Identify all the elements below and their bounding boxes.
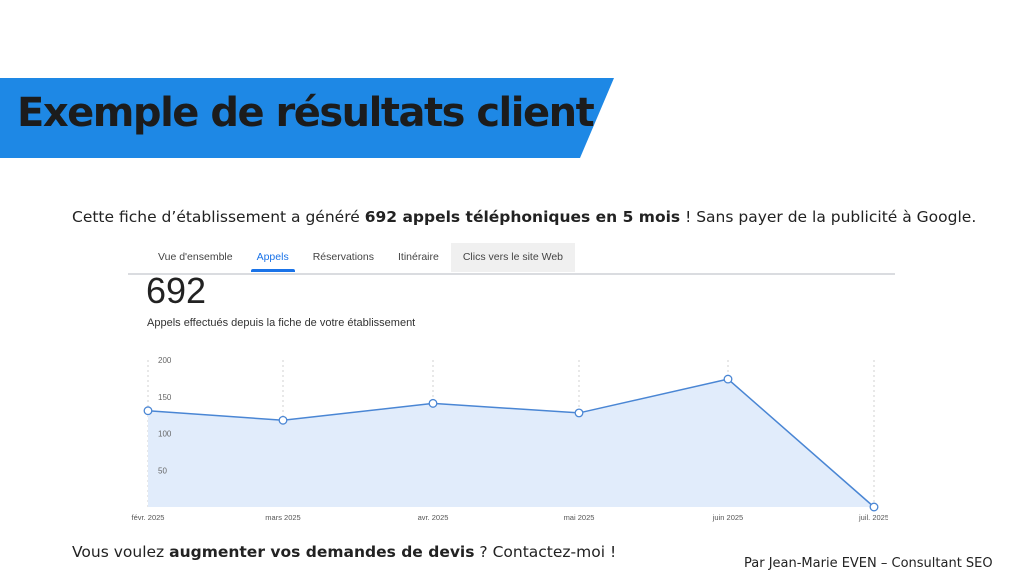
data-point-3 xyxy=(574,408,584,418)
intro-bold: 692 appels téléphoniques en 5 mois xyxy=(364,208,681,226)
x-tick-label-1: mars 2025 xyxy=(265,513,300,522)
cta-bold: augmenter vos demandes de devis xyxy=(169,543,475,561)
y-tick-label-3: 50 xyxy=(158,466,167,475)
cta-text: Vous voulez augmenter vos demandes de de… xyxy=(72,543,616,561)
x-tick-label-2: avr. 2025 xyxy=(418,513,449,522)
y-tick-label-2: 100 xyxy=(158,430,172,439)
calls-chart: 200 150 100 50 févr. 2025 mars 2025 avr. 2025 m… xyxy=(132,356,888,522)
data-point-4 xyxy=(723,374,733,384)
intro-after: ! Sans payer de la publicité à Google. xyxy=(680,208,977,226)
metric-value: 692 xyxy=(146,270,207,311)
tab-bookings[interactable]: Réservations xyxy=(312,251,374,263)
x-tick-label-4: juin 2025 xyxy=(712,513,743,522)
tab-divider xyxy=(128,273,895,275)
data-point-2 xyxy=(428,398,438,408)
x-tick-label-3: mai 2025 xyxy=(564,513,595,522)
data-point-5 xyxy=(869,502,879,512)
series-line xyxy=(147,378,875,508)
x-tick-label-5: juil. 2025 xyxy=(858,513,888,522)
banner-shape xyxy=(0,78,614,158)
data-point-0 xyxy=(143,406,153,416)
data-point-1 xyxy=(278,415,288,425)
tab-directions[interactable]: Itinéraire xyxy=(397,251,439,263)
tab-calls[interactable]: Appels xyxy=(245,243,301,272)
intro-text: Cette fiche d’établissement a généré 692… xyxy=(72,208,976,226)
x-tick-label-0: févr. 2025 xyxy=(132,513,165,522)
tab-overview[interactable]: Vue d'ensemble xyxy=(158,251,233,263)
tab-bar: Vue d'ensemble Appels Réservations Itiné… xyxy=(146,243,576,272)
title-banner xyxy=(0,78,614,158)
metric-label: Appels effectués depuis la fiche de votr… xyxy=(147,317,416,329)
series-area xyxy=(148,379,874,507)
cta-after: ? Contactez-moi ! xyxy=(474,543,617,561)
author-credit: Par Jean-Marie EVEN – Consultant SEO xyxy=(744,556,993,571)
y-tick-label-0: 200 xyxy=(158,356,172,365)
page-title: Exemple de résultats client xyxy=(17,90,595,136)
cta-before: Vous voulez xyxy=(72,543,170,561)
y-tick-label-1: 150 xyxy=(158,393,172,402)
tab-website-clicks[interactable]: Clics vers le site Web xyxy=(450,243,576,272)
intro-before: Cette fiche d’établissement a généré xyxy=(72,208,365,226)
